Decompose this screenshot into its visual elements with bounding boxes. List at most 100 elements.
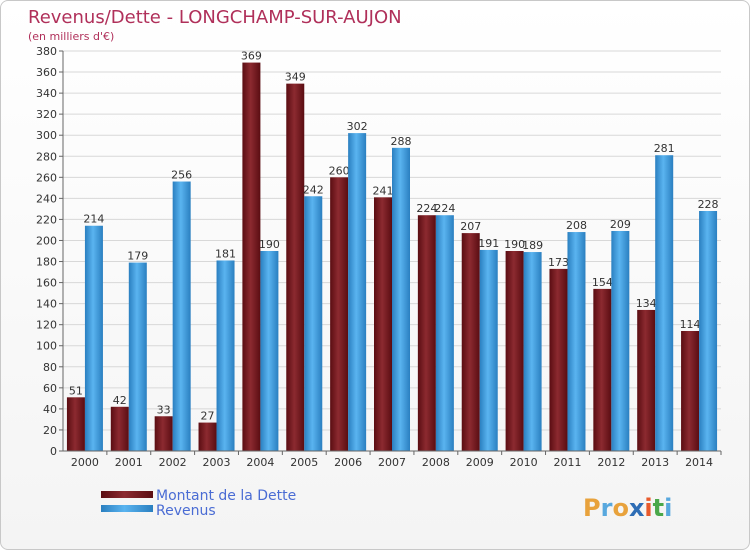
y-tick-label: 40 <box>43 403 57 416</box>
y-tick-label: 220 <box>36 213 57 226</box>
bar-revenus <box>128 262 147 451</box>
x-tick-label: 2010 <box>510 456 538 469</box>
bar-debt <box>198 422 217 451</box>
bar-debt <box>461 233 480 451</box>
bar-value-label: 51 <box>69 384 83 397</box>
bar-revenus <box>216 260 235 451</box>
y-tick-label: 60 <box>43 382 57 395</box>
y-tick-label: 0 <box>50 445 57 458</box>
bar-value-label: 33 <box>157 403 171 416</box>
x-tick-label: 2003 <box>203 456 231 469</box>
proxiti-logo: Proxiti <box>583 494 672 522</box>
y-tick-label: 360 <box>36 66 57 79</box>
bar-revenus <box>304 196 323 451</box>
bar-debt <box>593 288 612 451</box>
logo-letter: i <box>664 494 672 522</box>
chart-title: Revenus/Dette - LONGCHAMP-SUR-AUJON <box>28 7 402 28</box>
bar-debt <box>637 309 656 451</box>
bar-value-label: 190 <box>259 238 280 251</box>
bar-debt <box>505 251 524 451</box>
x-tick-label: 2000 <box>71 456 99 469</box>
y-tick-label: 20 <box>43 424 57 437</box>
y-tick-label: 380 <box>36 45 57 58</box>
y-tick-label: 280 <box>36 150 57 163</box>
x-tick-label: 2013 <box>641 456 669 469</box>
bar-revenus <box>479 249 498 451</box>
bar-value-label: 228 <box>698 198 719 211</box>
bar-revenus <box>435 215 454 451</box>
bar-value-label: 281 <box>654 142 675 155</box>
bar-value-label: 224 <box>434 202 455 215</box>
logo-letter: t <box>653 494 664 522</box>
bar-revenus <box>699 211 718 451</box>
x-tick-label: 2002 <box>159 456 187 469</box>
bar-revenus <box>655 155 674 452</box>
chart-subtitle: (en milliers d'€) <box>28 30 114 43</box>
bar-value-label: 256 <box>171 169 192 182</box>
logo-letter: x <box>629 494 645 522</box>
axes: 0 20 40 60 80 100 120 140 160 180 200 220 240 260 280 3… <box>36 45 722 469</box>
y-tick-label: 340 <box>36 87 57 100</box>
bar-revenus <box>172 181 191 452</box>
bar-debt <box>154 416 173 451</box>
bar-debt <box>417 215 436 451</box>
y-tick-label: 120 <box>36 319 57 332</box>
y-tick-label: 240 <box>36 192 57 205</box>
x-tick-label: 2011 <box>553 456 581 469</box>
y-tick-label: 100 <box>36 340 57 353</box>
bar-value-label: 369 <box>241 50 262 63</box>
bar-revenus <box>348 133 367 451</box>
bar-value-label: 179 <box>127 250 148 263</box>
bar-value-label: 302 <box>347 120 368 133</box>
bar-debt <box>681 331 700 451</box>
bar-revenus <box>84 225 103 451</box>
y-tick-label: 160 <box>36 277 57 290</box>
x-tick-label: 2004 <box>246 456 274 469</box>
x-tick-label: 2007 <box>378 456 406 469</box>
bar-debt <box>330 177 349 451</box>
y-tick-label: 260 <box>36 171 57 184</box>
bar-value-label: 207 <box>460 220 481 233</box>
bar-debt <box>242 62 261 451</box>
bar-value-label: 27 <box>201 410 215 423</box>
x-tick-label: 2001 <box>115 456 143 469</box>
bar-value-label: 224 <box>416 202 437 215</box>
bar-value-label: 214 <box>83 213 104 226</box>
bar-value-label: 209 <box>610 218 631 231</box>
y-tick-label: 320 <box>36 108 57 121</box>
bar-value-label: 349 <box>285 71 306 84</box>
y-tick-label: 140 <box>36 298 57 311</box>
x-tick-label: 2009 <box>466 456 494 469</box>
logo-letter: i <box>644 494 652 522</box>
bar-value-label: 181 <box>215 247 236 260</box>
bar-debt <box>549 268 568 451</box>
bar-value-label: 288 <box>391 135 412 148</box>
x-tick-label: 2008 <box>422 456 450 469</box>
bar-value-label: 191 <box>478 237 499 250</box>
bar-value-label: 134 <box>636 297 657 310</box>
bar-revenus <box>567 232 586 451</box>
bar-value-label: 260 <box>329 164 350 177</box>
logo-letter: o <box>612 494 629 522</box>
legend-swatch-revenus <box>101 505 153 512</box>
bar-value-label: 241 <box>373 184 394 197</box>
bar-debt <box>110 406 129 451</box>
y-tick-label: 180 <box>36 256 57 269</box>
legend-swatch-debt <box>101 491 153 498</box>
bar-value-label: 154 <box>592 276 613 289</box>
bar-debt <box>66 397 85 451</box>
bar-value-label: 42 <box>113 394 127 407</box>
bar-revenus <box>523 252 542 451</box>
legend-label-debt: Montant de la Dette <box>156 488 296 504</box>
bar-value-label: 208 <box>566 219 587 232</box>
bar-revenus <box>392 147 410 451</box>
y-tick-label: 200 <box>36 234 57 247</box>
bars-group: 51 214 42 179 33 256 27 181 369 190 349 242 260 302 24… <box>66 50 719 452</box>
x-tick-label: 2006 <box>334 456 362 469</box>
y-tick-label: 300 <box>36 129 57 142</box>
x-tick-label: 2005 <box>290 456 318 469</box>
bar-value-label: 189 <box>522 239 543 252</box>
bar-revenus <box>611 231 630 451</box>
